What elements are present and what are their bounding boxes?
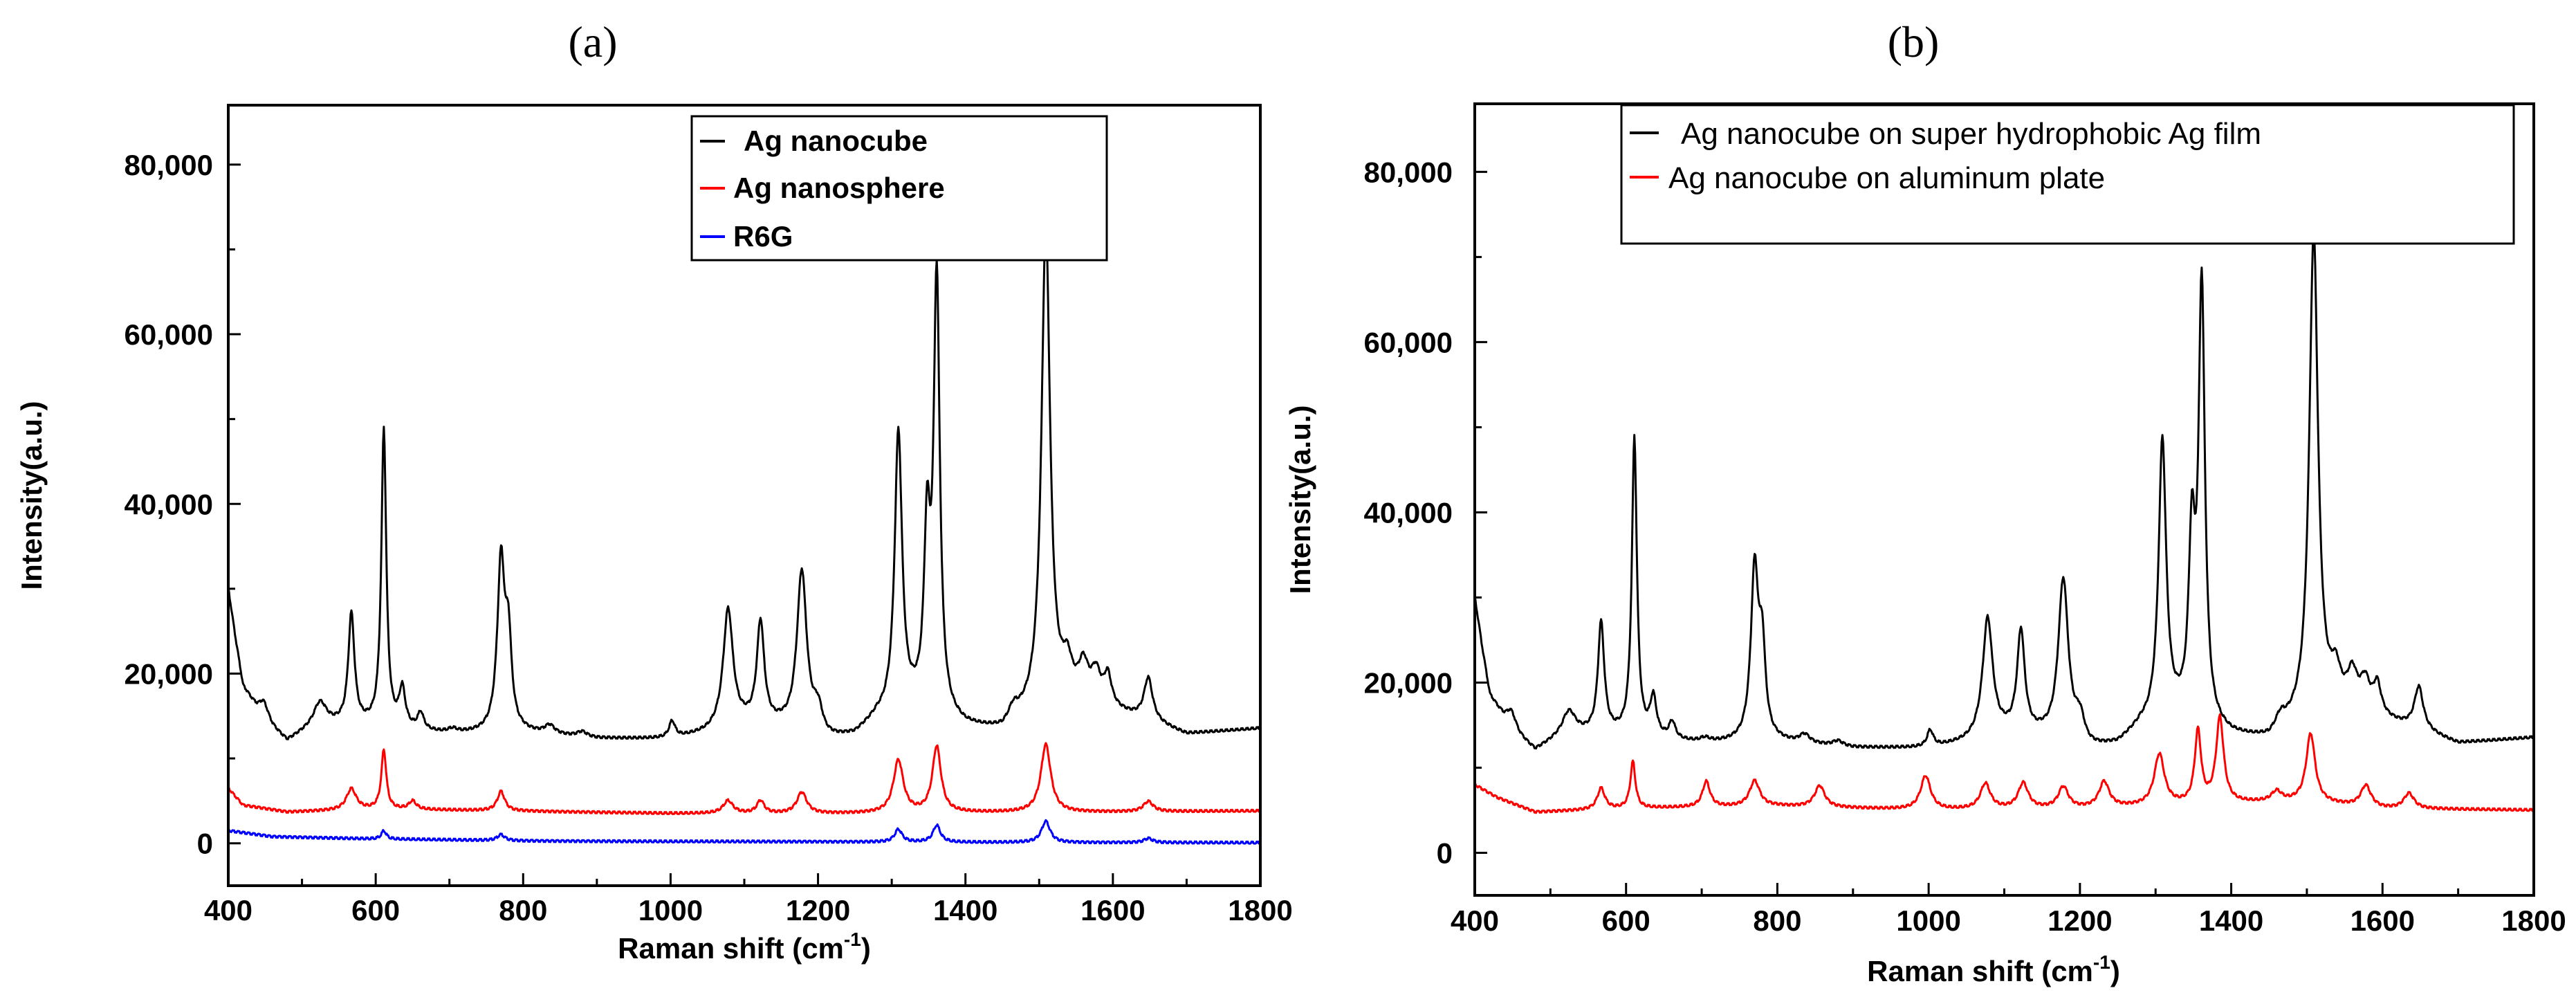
panel-a-x-tick-label: 800	[499, 894, 547, 927]
panel-a-x-tick-label: 400	[204, 894, 252, 927]
panel-b-series-ag-nanocube-on-super-hydrophobic-ag-film	[1473, 228, 2534, 750]
panel-b-y-tick-label: 40,000	[1364, 496, 1453, 529]
panel-b-label: (b)	[1888, 17, 1940, 66]
panel-b-legend-box	[1620, 104, 2515, 245]
panel-a-x-tick-label: 1800	[1228, 894, 1292, 927]
panel-a-legend: Ag nanocube Ag nanosphere R6G	[690, 115, 1108, 262]
panel-a: (a) 400 600 800 1000 1200 1400 1600 1800 0 20,000…	[15, 17, 1293, 965]
panel-a-x-axis-title: Raman shift (cm-1)	[618, 929, 871, 965]
panel-a-y-tick-label: 0	[197, 828, 213, 860]
legend-label-ag-nanosphere: Ag nanosphere	[733, 172, 945, 204]
panel-a-y-tick-label: 20,000	[125, 657, 213, 690]
panel-a-series-ag-nanosphere	[228, 742, 1261, 816]
panel-b-legend: Ag nanocube on super hydrophobic Ag film…	[1620, 104, 2515, 245]
panel-b-y-tick-label: 0	[1437, 837, 1453, 869]
legend-label-nanocube-on-aluminum: Ag nanocube on aluminum plate	[1668, 161, 2105, 195]
panel-a-label: (a)	[568, 17, 617, 66]
panel-b-y-tick-label: 20,000	[1364, 666, 1453, 699]
panel-b-series-lines	[1473, 228, 2534, 814]
panel-a-ticks: 400 600 800 1000 1200 1400 1600 1800 0 20,000 40,0…	[125, 149, 1293, 927]
legend-label-nanocube-on-hydrophobic-film: Ag nanocube on super hydrophobic Ag film	[1681, 117, 2261, 151]
panel-a-series-r6g	[228, 819, 1261, 845]
panel-a-y-tick-label: 80,000	[125, 149, 213, 181]
panel-b-x-tick-label: 800	[1753, 904, 1801, 937]
panel-a-y-axis-title: Intensity(a.u.)	[15, 401, 48, 590]
panel-b-x-tick-label: 600	[1602, 904, 1650, 937]
panel-a-series-lines	[227, 221, 1261, 845]
panel-b-x-tick-label: 1800	[2501, 904, 2566, 937]
panel-b-x-tick-label: 1400	[2199, 904, 2263, 937]
panel-b: (b) 400 600 800 1000 1200 1400 1600 1800 0 20,000…	[1284, 17, 2566, 987]
panel-a-y-tick-label: 60,000	[125, 318, 213, 351]
panel-b-x-tick-label: 1000	[1896, 904, 1960, 937]
panel-a-x-tick-label: 1600	[1080, 894, 1145, 927]
panel-b-y-tick-label: 80,000	[1364, 156, 1453, 188]
legend-label-ag-nanocube: Ag nanocube	[744, 125, 928, 157]
panel-a-y-tick-label: 40,000	[125, 488, 213, 520]
panel-b-series-ag-nanocube-on-aluminum-plate	[1474, 713, 2534, 814]
legend-label-r6g: R6G	[733, 220, 793, 253]
panel-a-legend-box	[690, 115, 1108, 262]
panel-b-y-axis-title: Intensity(a.u.)	[1284, 405, 1316, 594]
panel-b-x-tick-label: 1200	[2048, 904, 2112, 937]
panel-a-x-tick-label: 1200	[786, 894, 850, 927]
panel-b-y-tick-label: 60,000	[1364, 326, 1453, 358]
panel-b-x-tick-label: 400	[1451, 904, 1499, 937]
panel-a-x-tick-label: 600	[351, 894, 400, 927]
panel-b-x-axis-title: Raman shift (cm-1)	[1867, 951, 2120, 987]
panel-b-ticks: 400 600 800 1000 1200 1400 1600 1800 0 20,000 40,0…	[1364, 156, 2566, 937]
panel-a-x-tick-label: 1000	[638, 894, 703, 927]
panel-b-x-tick-label: 1600	[2350, 904, 2415, 937]
panel-a-series-ag-nanocube	[227, 221, 1261, 740]
panel-a-x-tick-label: 1400	[933, 894, 997, 927]
